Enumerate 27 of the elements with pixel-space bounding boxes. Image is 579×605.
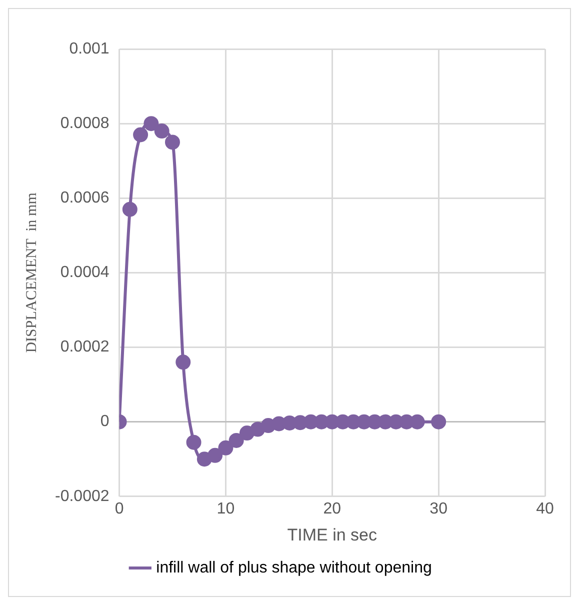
y-axis-title: DISPLACEMENT in mm (24, 192, 40, 353)
y-tick-label: 0.0006 (60, 190, 110, 207)
y-tick-label: -0.0002 (55, 488, 110, 505)
x-tick-label: 30 (430, 500, 448, 518)
x-axis-title: TIME in sec (287, 525, 378, 544)
x-tick-label: 40 (536, 500, 554, 518)
point (133, 127, 148, 142)
point (208, 448, 223, 463)
y-tick-label: 0 (100, 413, 110, 430)
point (154, 124, 170, 139)
point (144, 116, 159, 132)
point (186, 434, 202, 450)
y-tick-label: 0.0004 (60, 264, 110, 282)
y-tick-label: 0.0008 (60, 114, 110, 132)
point (176, 354, 191, 370)
legend-label: infill wall of plus shape without opening (156, 559, 432, 576)
y-tick-label: 0.001 (69, 40, 110, 58)
x-tick-label: 10 (216, 500, 235, 518)
x-tick-label: 0 (114, 500, 124, 518)
y-tick-label: 0.0002 (60, 338, 110, 356)
point (218, 440, 234, 456)
point (228, 432, 244, 448)
x-tick-label: 20 (323, 500, 342, 518)
point (164, 134, 180, 150)
point (250, 422, 266, 437)
point (122, 202, 138, 217)
point (431, 414, 446, 430)
